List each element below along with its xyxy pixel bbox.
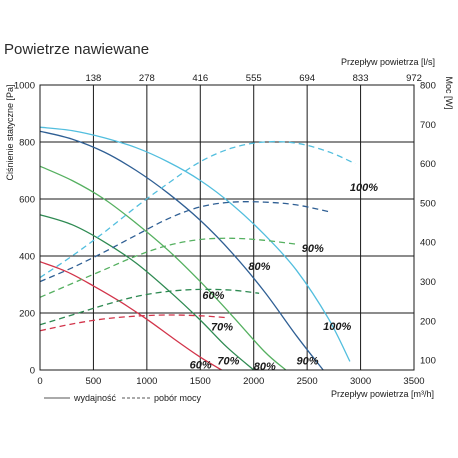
power-line-60pct [39,314,228,332]
y2-tick-label: 300 [420,277,436,288]
y-tick-label: 1000 [14,81,35,92]
series-label: 80% [248,261,270,273]
legend-item-power: pobór mocy [154,393,202,403]
series-label: 90% [296,355,318,367]
pressure-line-60pct [39,261,223,371]
y-tick-label: 200 [19,309,35,320]
x2-axis-label: Przepływ powietrza [l/s] [341,57,435,67]
power-line-90pct [39,201,329,283]
y2-axis-label: Moc [W] [444,77,454,110]
y2-tick-label: 400 [420,238,436,249]
grid [40,85,414,370]
series-label: 90% [302,243,324,255]
x-tick-label: 1500 [190,376,211,387]
x-tick-label: 3000 [350,376,371,387]
x-tick-label: 0 [37,376,42,387]
y-axis-label: Ciśnienie statyczne [Pa] [5,84,15,180]
series-labels: 60% 70% 80% 90% 100% 60% 70% 80% 90% 100% [190,182,379,373]
x2-tick-labels: 138 278 416 555 694 833 972 [85,73,421,84]
x-axis-label: Przepływ powietrza [m³/h] [331,389,434,399]
x2-tick-label: 138 [85,73,101,84]
y-tick-label: 600 [19,195,35,206]
series-label: 70% [217,355,239,367]
series-label: 70% [211,322,233,334]
x2-tick-label: 833 [353,73,369,84]
y2-tick-label: 500 [420,198,436,209]
x-tick-label: 2000 [243,376,264,387]
series-label: 100% [323,321,351,333]
y2-tick-label: 800 [420,81,436,92]
y2-tick-label: 200 [420,316,436,327]
y-tick-labels: 0 200 400 600 800 1000 [14,81,35,377]
series-label: 100% [350,182,378,194]
y2-tick-label: 100 [420,356,436,367]
x-tick-labels: 0 500 1000 1500 2000 2500 3000 3500 [37,376,424,387]
power-line-100pct [39,140,356,279]
pressure-series [39,126,351,371]
x-tick-label: 2500 [297,376,318,387]
x-tick-label: 500 [85,376,101,387]
pressure-line-90pct [39,130,324,371]
series-label: 80% [254,361,276,373]
x-tick-label: 3500 [403,376,424,387]
pressure-line-80pct [39,165,287,371]
y-tick-label: 800 [19,138,35,149]
chart-title: Powietrze nawiewane [4,41,150,58]
x2-tick-label: 278 [139,73,155,84]
pressure-line-70pct [39,214,255,371]
legend-item-capacity: wydajność [73,393,117,403]
y-tick-label: 400 [19,252,35,263]
x2-tick-label: 416 [192,73,208,84]
power-line-80pct [39,237,297,298]
plot-frame [39,84,415,371]
y2-tick-label: 600 [420,159,436,170]
x2-tick-label: 972 [406,73,422,84]
pressure-line-100pct [39,126,351,362]
y2-tick-label: 700 [420,120,436,131]
series-label: 60% [190,360,212,372]
y2-tick-labels: 100 200 300 400 500 600 700 800 [420,81,436,367]
power-series [39,140,356,332]
series-label: 60% [202,290,224,302]
power-line-70pct [39,288,260,326]
x2-tick-label: 694 [299,73,315,84]
legend: wydajność pobór mocy [44,393,202,403]
x-tick-label: 1000 [136,376,157,387]
y-tick-label: 0 [30,366,35,377]
x2-tick-label: 555 [246,73,262,84]
